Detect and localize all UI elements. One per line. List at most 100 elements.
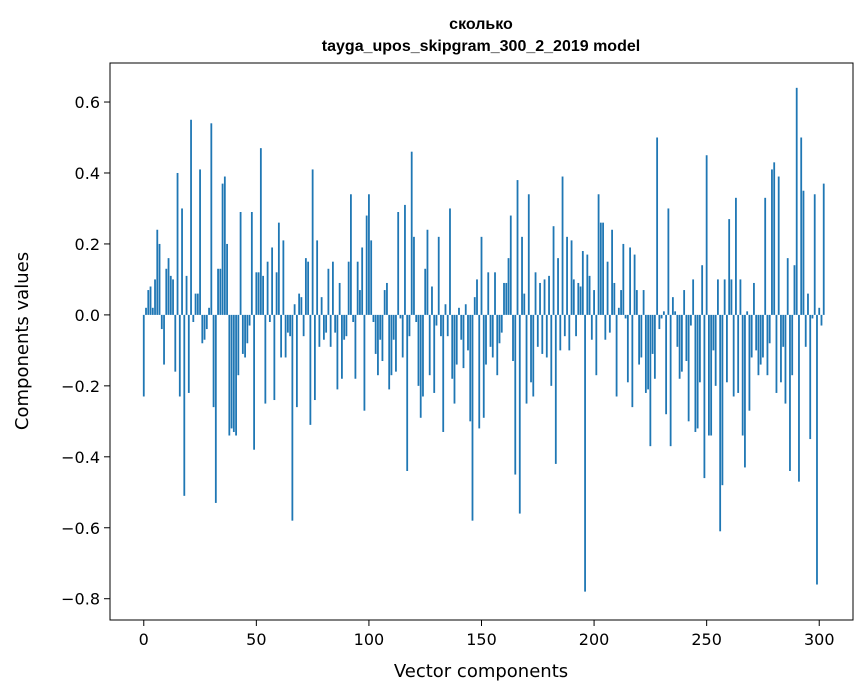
bar-41 [235,314,237,436]
bar-140 [458,307,460,315]
bar-116 [404,204,406,315]
bar-236 [674,311,677,315]
bar-20 [187,314,190,393]
bar-166 [516,180,519,315]
bar-157 [496,314,499,376]
bar-207 [608,314,611,333]
bar-180 [548,275,550,315]
bar-219 [635,290,638,315]
y-tick-label: 0.2 [75,235,100,254]
bar-131 [437,236,440,315]
bar-264 [737,314,740,393]
bar-142 [462,314,465,369]
bar-231 [662,311,665,315]
bar-11 [167,258,170,315]
bar-223 [644,314,647,393]
bar-177 [541,314,544,354]
bar-5 [154,279,156,315]
bar-91 [347,261,350,315]
bar-74 [309,314,312,425]
bar-39 [230,314,233,429]
bar-51 [257,272,260,315]
bar-242 [687,314,690,422]
bar-287 [789,314,791,471]
bar-98 [363,314,366,411]
bar-296 [809,314,812,440]
bar-90 [345,314,348,337]
bar-62 [282,240,285,315]
bar-10 [165,268,168,315]
bar-270 [750,314,753,358]
bar-235 [671,297,674,315]
bar-132 [440,314,442,337]
bar-261 [730,279,733,315]
bar-153 [487,272,490,315]
bar-171 [527,194,530,315]
bar-273 [757,314,760,376]
bar-79 [320,297,323,315]
bar-226 [651,314,654,354]
bar-60 [277,222,280,315]
bar-45 [244,314,246,358]
bar-87 [338,282,341,315]
bar-175 [536,314,539,347]
bar-141 [460,314,463,340]
bar-228 [656,137,659,315]
bar-249 [703,314,706,479]
bar-263 [735,197,737,315]
bar-179 [545,314,548,358]
bar-165 [514,314,517,475]
bar-192 [575,314,577,337]
bar-88 [341,314,343,379]
bar-248 [701,265,704,315]
bar-17 [181,208,183,315]
bar-15 [176,172,179,315]
bar-229 [658,314,661,330]
bar-34 [219,268,222,315]
bar-204 [602,222,604,315]
bar-299 [816,314,818,585]
bar-222 [642,290,645,315]
bar-86 [336,314,339,390]
bar-267 [744,314,746,468]
bar-238 [678,314,681,379]
bar-1 [145,307,147,315]
bar-205 [604,314,607,340]
bar-0 [142,314,145,397]
bar-237 [676,314,679,347]
bar-72 [304,258,307,315]
bar-210 [615,314,618,397]
bar-147 [473,297,476,315]
bar-53 [262,275,264,315]
bar-199 [590,314,593,340]
bar-22 [192,314,195,322]
bar-2 [147,290,150,315]
bar-44 [241,314,244,354]
bar-127 [428,314,431,376]
bar-149 [478,314,481,429]
bar-12 [169,275,172,315]
x-tick-label: 50 [246,630,266,649]
bar-188 [566,236,568,315]
bar-119 [410,151,413,315]
bar-291 [798,314,800,482]
bar-254 [714,314,717,386]
bar-184 [557,258,559,315]
bar-133 [442,314,445,432]
x-tick-label: 0 [139,630,149,649]
bar-108 [386,282,388,315]
bar-276 [764,197,767,315]
bar-37 [226,243,228,315]
bar-194 [579,286,582,315]
bar-168 [521,236,523,315]
bar-57 [271,247,274,315]
bar-257 [721,314,724,486]
bar-139 [455,314,458,365]
bar-151 [482,314,485,418]
bar-293 [802,190,805,315]
bar-54 [264,314,267,404]
bar-68 [295,314,298,408]
bar-120 [413,236,415,315]
bar-195 [581,251,584,315]
bar-130 [435,314,438,326]
